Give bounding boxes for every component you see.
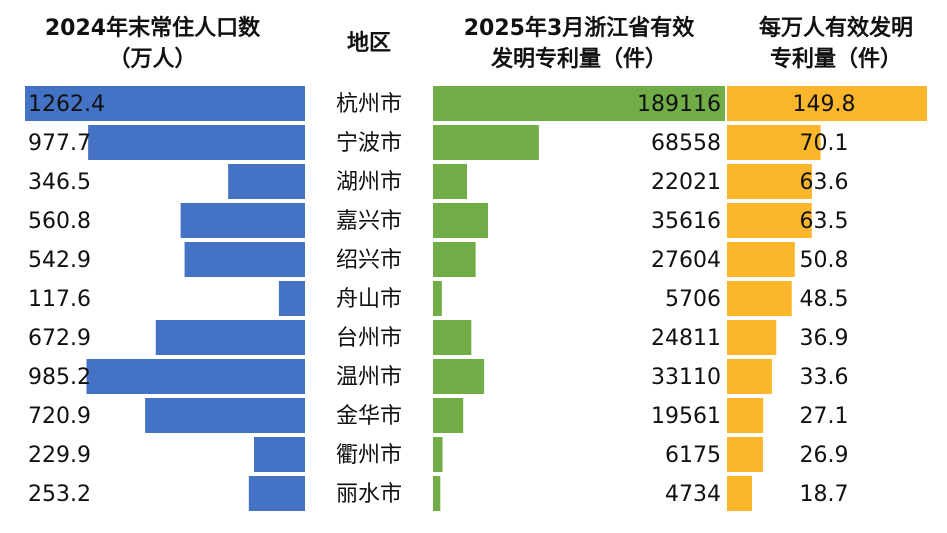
region-column-header: 地区 — [346, 31, 391, 56]
region-label: 杭州市 — [336, 92, 402, 117]
per-10k-column-header: 每万人有效发明 专利量（件） — [725, 13, 947, 75]
population-value-label: 346.5 — [28, 170, 91, 195]
region-label: 金华市 — [336, 404, 402, 429]
per-10k-bar — [727, 242, 795, 277]
population-value-label: 560.8 — [28, 209, 91, 234]
patents-value-label: 22021 — [651, 170, 721, 195]
patents-header-line-1: 2025年3月浙江省有效 — [463, 16, 695, 41]
region-label: 台州市 — [336, 326, 402, 351]
per-10k-value-label: 26.9 — [800, 443, 849, 468]
per-10k-value-label: 63.5 — [800, 209, 849, 234]
region-label: 衢州市 — [336, 443, 402, 468]
region-label: 温州市 — [336, 365, 402, 390]
patents-value-label: 33110 — [651, 365, 721, 390]
per-10k-value-label: 149.8 — [793, 92, 856, 117]
per-10k-value-label: 50.8 — [800, 248, 849, 273]
per-10k-bar — [727, 164, 812, 199]
patents-value-label: 68558 — [651, 131, 721, 156]
per-10k-value-label: 33.6 — [800, 365, 849, 390]
patents-bar — [433, 242, 476, 277]
population-bar — [254, 437, 305, 472]
patents-bar — [433, 203, 488, 238]
per-10k-value-label: 18.7 — [800, 482, 849, 507]
population-bar — [25, 86, 305, 121]
population-bar — [145, 398, 305, 433]
population-value-label: 985.2 — [28, 365, 91, 390]
per-10k-value-label: 27.1 — [800, 404, 849, 429]
patents-bar — [433, 164, 468, 199]
population-value-label: 1262.4 — [28, 92, 105, 117]
region-label: 嘉兴市 — [336, 209, 402, 234]
region-label: 宁波市 — [336, 131, 402, 156]
population-bar — [88, 125, 305, 160]
population-bar — [86, 359, 306, 394]
population-bar — [278, 281, 305, 316]
patents-value-label: 5706 — [665, 287, 721, 312]
patents-header-line-2: 发明专利量（件） — [490, 47, 667, 72]
patents-value-label: 19561 — [651, 404, 721, 429]
patents-value-label: 27604 — [651, 248, 721, 273]
patents-bar — [433, 320, 472, 355]
patents-value-label: 189116 — [637, 92, 721, 117]
per-10k-bar — [727, 437, 763, 472]
region-label: 舟山市 — [336, 287, 402, 312]
per-10k-bar — [727, 476, 752, 511]
per-10k-header-line-2: 专利量（件） — [769, 47, 902, 72]
per-10k-bar — [727, 320, 777, 355]
patents-bar — [433, 398, 464, 433]
population-bar — [248, 476, 305, 511]
population-value-label: 672.9 — [28, 326, 91, 351]
patents-bar — [433, 359, 485, 394]
patents-bar — [433, 281, 442, 316]
per-10k-value-label: 48.5 — [800, 287, 849, 312]
per-10k-value-label: 63.6 — [800, 170, 849, 195]
per-10k-value-label: 36.9 — [800, 326, 849, 351]
population-column-header: 2024年末常住人口数 （万人） — [0, 13, 305, 75]
patents-bar — [433, 125, 539, 160]
patents-column-header: 2025年3月浙江省有效 发明专利量（件） — [433, 13, 725, 75]
patents-value-label: 35616 — [651, 209, 721, 234]
per-10k-bar — [727, 86, 927, 121]
patents-value-label: 6175 — [665, 443, 721, 468]
per-10k-bar — [727, 359, 772, 394]
patents-bar — [433, 437, 443, 472]
population-bar — [180, 203, 305, 238]
population-value-label: 542.9 — [28, 248, 91, 273]
region-label: 丽水市 — [336, 482, 402, 507]
population-header-line-2: （万人） — [108, 47, 197, 72]
population-bar — [155, 320, 305, 355]
per-10k-bar — [727, 203, 812, 238]
patents-value-label: 24811 — [651, 326, 721, 351]
population-value-label: 229.9 — [28, 443, 91, 468]
patents-value-label: 4734 — [665, 482, 721, 507]
region-label: 绍兴市 — [336, 248, 402, 273]
per-10k-bar — [727, 398, 764, 433]
region-label: 湖州市 — [336, 170, 402, 195]
population-header-line-1: 2024年末常住人口数 — [44, 16, 261, 41]
patents-bar — [433, 476, 441, 511]
per-10k-header-line-1: 每万人有效发明 — [758, 16, 913, 41]
per-10k-bar — [727, 125, 821, 160]
population-value-label: 977.7 — [28, 131, 91, 156]
per-10k-value-label: 70.1 — [800, 131, 849, 156]
population-bar — [184, 242, 305, 277]
population-bar — [228, 164, 305, 199]
per-10k-bar — [727, 281, 792, 316]
population-value-label: 253.2 — [28, 482, 91, 507]
population-value-label: 117.6 — [28, 287, 91, 312]
patents-bar — [433, 86, 725, 121]
population-value-label: 720.9 — [28, 404, 91, 429]
